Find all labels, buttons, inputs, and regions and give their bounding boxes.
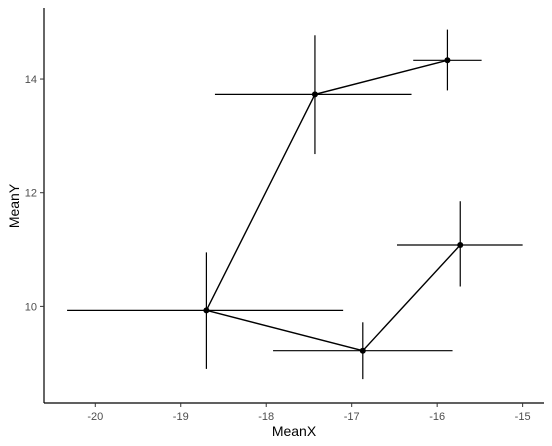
data-point: [457, 242, 464, 248]
x-tick-label: -16: [429, 411, 445, 423]
x-tick-label: -20: [87, 411, 103, 423]
y-ticks: 10 12 14: [25, 74, 44, 313]
x-axis-title: MeanX: [272, 423, 317, 439]
axes: [43, 8, 544, 404]
y-tick-label: 12: [25, 188, 37, 200]
x-ticks: -20 -19 -18 -17 -16 -15: [87, 403, 531, 423]
series-line: [206, 244, 461, 352]
x-tick-label: -18: [258, 411, 274, 423]
x-tick-label: -17: [344, 411, 360, 423]
series-line: [205, 59, 448, 311]
data-point: [359, 347, 366, 354]
x-tick-label: -19: [173, 411, 189, 423]
data-points: [203, 57, 464, 354]
data-point: [311, 91, 318, 98]
y-tick-label: 14: [25, 74, 37, 86]
y-axis-title: MeanY: [6, 183, 22, 228]
connecting-lines: [205, 59, 461, 352]
y-tick-label: 10: [25, 301, 37, 313]
x-tick-label: -15: [515, 411, 531, 423]
data-point: [203, 307, 210, 314]
data-point: [444, 57, 451, 64]
error-bars: [67, 29, 523, 380]
